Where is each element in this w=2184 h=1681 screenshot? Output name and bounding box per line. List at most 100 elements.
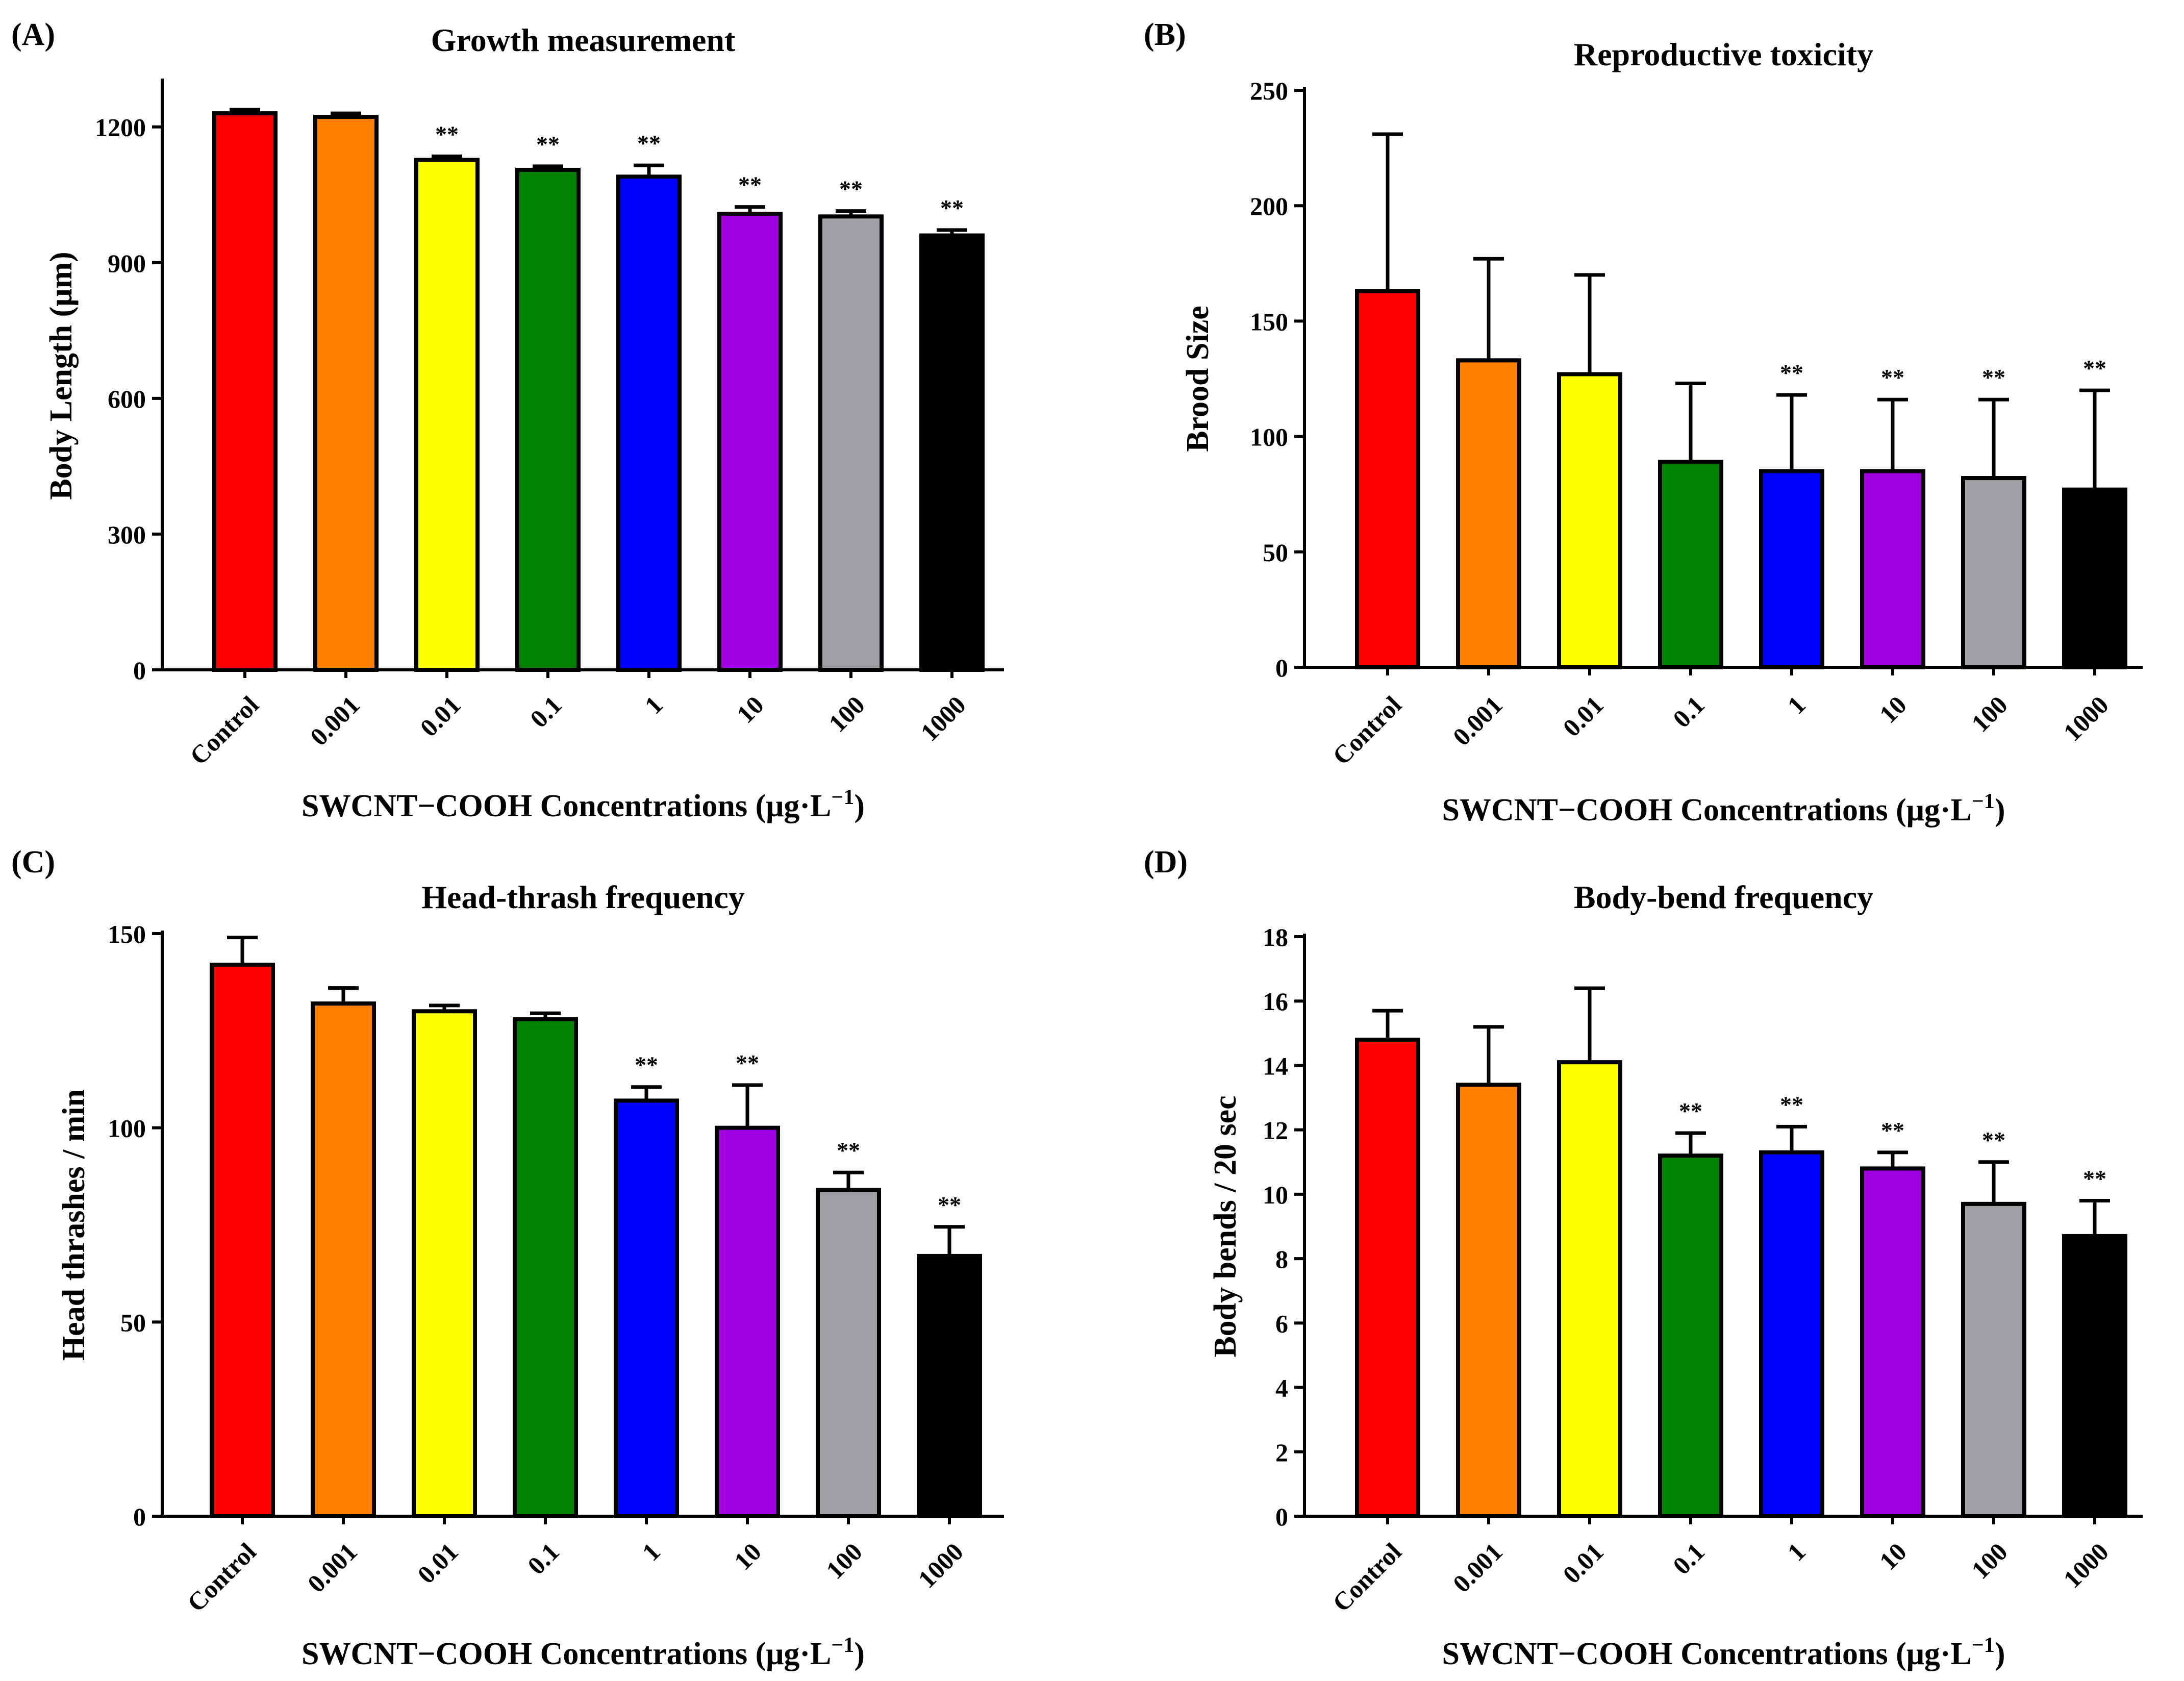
y-tick-label: 1200 [95,113,146,142]
bar-0.01 [414,158,480,672]
chart-title: Growth measurement [431,22,736,58]
x-tick-label: 0.01 [412,1537,463,1589]
bar-0.001 [311,1001,376,1519]
bar-1000 [2062,487,2127,669]
y-tick-label: 150 [108,920,146,948]
y-tick-label: 18 [1263,923,1288,951]
x-tick-label: 0.01 [1557,1537,1609,1589]
bar-Control [1355,1037,1420,1518]
bar-10 [717,211,783,672]
significance-marker: ** [1982,364,2005,390]
x-tick-label: 0.01 [414,690,466,742]
significance-marker: ** [839,176,863,202]
bar-10 [715,1125,780,1519]
bar-0.01 [1557,372,1622,669]
x-tick-label: 0.1 [1667,690,1710,733]
x-tick-label: 1 [1782,690,1811,719]
y-tick-label: 0 [1275,654,1288,682]
y-tick-label: 2 [1275,1438,1288,1467]
x-axis-label: SWCNT−COOH Concentrations (μg·L−1) [302,786,865,823]
y-tick-label: 600 [108,385,146,413]
x-tick-label: 0.1 [1667,1537,1710,1580]
bar-1 [616,174,682,672]
x-tick-label: Control [1327,690,1407,770]
x-axis-label: SWCNT−COOH Concentrations (μg·L−1) [302,1634,865,1671]
y-axis-label: Brood Size [1181,306,1215,451]
bar-1 [614,1098,679,1518]
bar-Control [1355,289,1420,669]
y-tick-label: 900 [108,249,146,278]
bar-0.001 [313,115,379,672]
chart-title: Reproductive toxicity [1574,36,1873,72]
significance-marker: ** [1679,1098,1702,1124]
x-tick-label: 10 [1874,1537,1912,1575]
significance-marker: ** [938,1192,961,1218]
y-axis-label: Head thrashes / min [57,1089,91,1361]
panel-a: (A) Growth measurement Body Length (μm) 0 30… [11,17,1004,823]
x-tick-label: 100 [1966,690,2013,738]
x-tick-label: 1000 [2057,1537,2114,1593]
x-tick-label: 0.001 [302,1537,363,1598]
significance-marker: ** [435,121,459,147]
y-tick-label: 100 [108,1114,146,1143]
y-tick-label: 10 [1263,1181,1288,1209]
x-tick-label: Control [182,1537,262,1617]
y-axis-label: Body Length (μm) [44,252,79,499]
bar-0.001 [1456,1083,1521,1518]
y-tick-label: 0 [133,1502,146,1531]
significance-marker: ** [2083,1166,2106,1192]
x-tick-label: 0.001 [305,690,365,751]
x-tick-label: 100 [823,690,870,738]
bar-1 [1759,1150,1824,1519]
panel-c: (C) Head-thrash frequency Head thrashes / … [11,845,1004,1671]
y-tick-label: 150 [1250,307,1288,336]
significance-marker: ** [1881,1117,1904,1143]
bar-0.1 [513,1017,578,1518]
significance-marker: ** [635,1052,658,1078]
significance-marker: ** [1881,364,1904,390]
x-tick-label: 0.1 [524,690,567,733]
y-tick-label: 300 [108,520,146,549]
y-tick-label: 6 [1275,1309,1288,1338]
x-axis-label: SWCNT−COOH Concentrations (μg·L−1) [1442,1634,2005,1671]
bar-0.1 [1658,1153,1723,1518]
y-tick-label: 50 [1263,538,1288,567]
x-tick-label: 1 [637,1537,666,1566]
y-tick-label: 8 [1275,1245,1288,1273]
bar-Control [210,962,275,1518]
x-tick-label: 100 [820,1537,868,1585]
x-tick-label: 10 [731,690,769,729]
significance-marker: ** [1780,1091,1803,1117]
y-tick-label: 14 [1263,1051,1288,1080]
x-tick-label: 1 [1782,1537,1811,1566]
bar-1000 [917,1253,982,1519]
bar-100 [816,1188,881,1518]
significance-marker: ** [837,1137,860,1163]
panel-label: (B) [1144,17,1186,52]
bar-0.1 [515,167,581,672]
bar-Control [212,111,278,672]
panel-d: (D) Body-bend frequency Body bends / 20 se… [1144,845,2143,1671]
bar-0.01 [412,1009,477,1519]
x-tick-label: 10 [1874,690,1912,729]
panel-label: (A) [11,17,55,52]
x-tick-label: 1000 [2057,690,2114,746]
x-tick-label: 1000 [915,690,971,746]
x-tick-label: Control [184,690,264,770]
panel-label: (C) [11,845,55,880]
y-tick-label: 16 [1263,987,1288,1016]
y-axis-label: Body bends / 20 sec [1208,1095,1243,1357]
x-tick-label: 0.01 [1557,690,1609,742]
significance-marker: ** [637,130,661,156]
x-tick-label: 10 [729,1537,767,1575]
significance-marker: ** [1780,360,1803,386]
significance-marker: ** [536,131,560,157]
y-tick-label: 100 [1250,423,1288,451]
bar-0.1 [1658,460,1723,669]
y-tick-label: 250 [1250,77,1288,105]
y-tick-label: 0 [1275,1502,1288,1531]
x-axis-label: SWCNT−COOH Concentrations (μg·L−1) [1442,790,2005,827]
x-tick-label: Control [1327,1537,1407,1617]
